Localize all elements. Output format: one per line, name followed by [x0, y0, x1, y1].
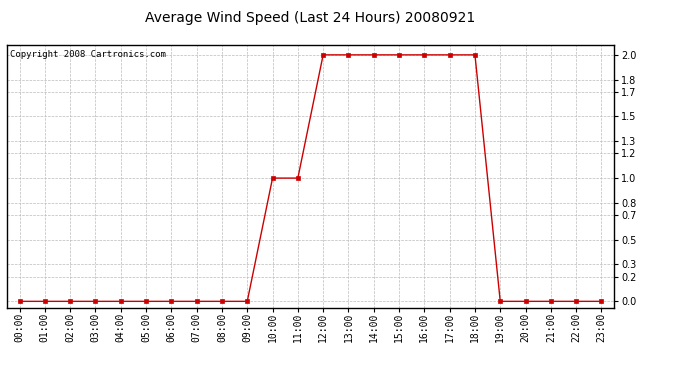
Text: Average Wind Speed (Last 24 Hours) 20080921: Average Wind Speed (Last 24 Hours) 20080… [146, 11, 475, 25]
Text: Copyright 2008 Cartronics.com: Copyright 2008 Cartronics.com [10, 50, 166, 59]
